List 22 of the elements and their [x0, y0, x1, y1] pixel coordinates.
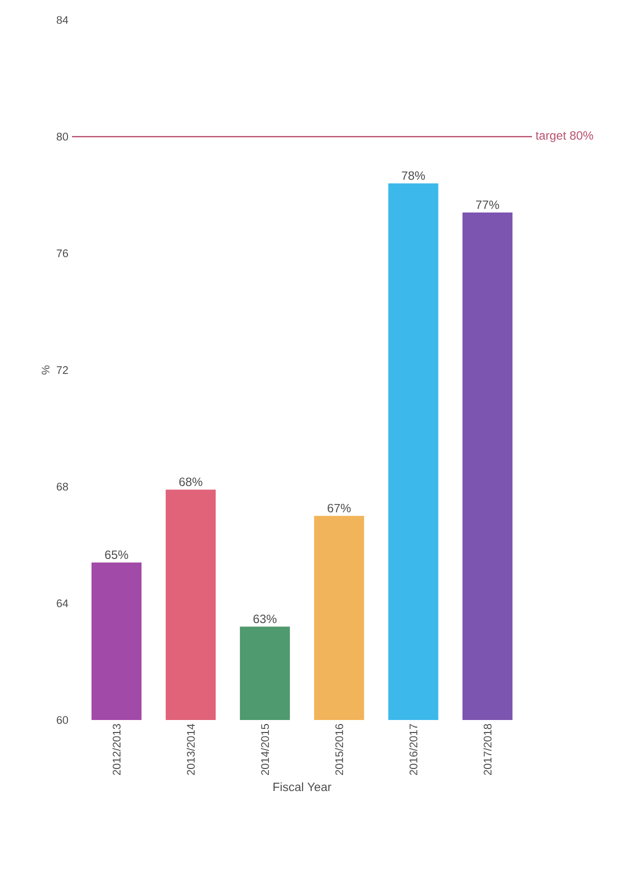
y-tick-label: 76	[56, 249, 68, 258]
y-tick-label: 60	[56, 716, 68, 724]
y-tick-label: 68	[56, 482, 68, 491]
x-tick-label: 2016/2017	[409, 724, 418, 775]
y-tick-label: 64	[56, 599, 68, 608]
y-tick-label: 72	[56, 366, 68, 374]
data-label: 67%	[328, 504, 351, 512]
x-axis-title: Fiscal Year	[274, 782, 332, 792]
y-tick-label: 80	[56, 132, 68, 141]
x-tick-label: 2015/2016	[335, 724, 344, 775]
data-label: 63%	[254, 614, 276, 624]
ref-line-label: target 80%	[536, 131, 594, 142]
data-label: 78%	[402, 171, 425, 180]
x-tick-label: 2017/2018	[483, 724, 492, 775]
x-tick-label: 2012/2013	[112, 724, 121, 775]
x-tick-label: 2014/2015	[260, 724, 269, 775]
y-tick-label: 84	[56, 16, 68, 24]
data-label: 77%	[476, 200, 500, 209]
data-label: 68%	[179, 478, 202, 486]
y-axis-title: %	[42, 365, 50, 374]
x-tick-label: 2013/2014	[186, 724, 195, 775]
data-label: 65%	[105, 550, 128, 559]
